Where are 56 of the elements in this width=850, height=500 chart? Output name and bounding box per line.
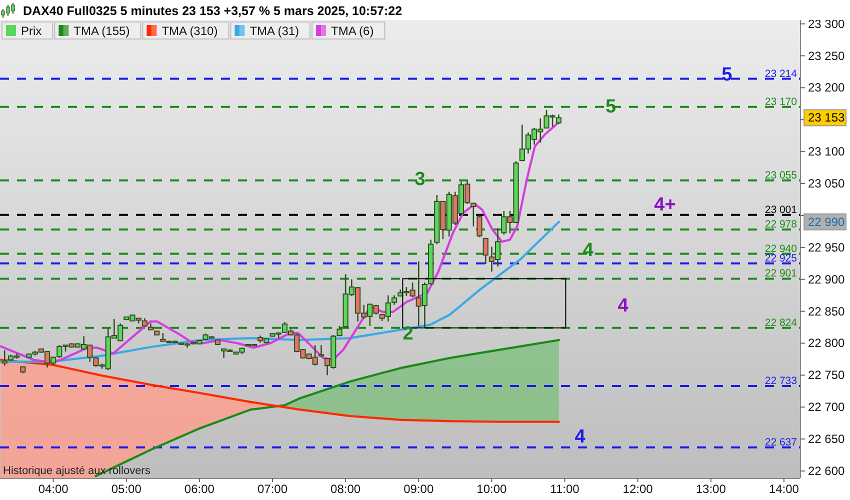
legend-label: TMA (6): [331, 24, 374, 38]
ref-line-label: 22 978: [764, 218, 798, 231]
x-tick-label: 14:00: [768, 482, 800, 496]
line-series: [0, 358, 560, 423]
x-tick-label: 04:00: [38, 482, 69, 496]
annotation: 4: [618, 296, 629, 316]
y-tick-label: 23 100: [808, 144, 846, 159]
x-tick-label: 10:00: [476, 482, 508, 496]
annotation: 4: [574, 426, 586, 448]
ref-line-label: 22 901: [764, 268, 798, 280]
x-tick-label: 08:00: [330, 482, 361, 496]
y-tick-label: 23 250: [808, 48, 846, 63]
legend-label: TMA (155): [74, 24, 130, 38]
annotation: Historique ajusté aux rollovers: [3, 465, 151, 477]
candlestick: [470, 202, 476, 227]
y-tick-label: 22 700: [808, 400, 846, 414]
ref-line-label: 22 940: [764, 242, 798, 255]
candlestick: [2, 350, 8, 366]
y-tick-label: 23 200: [808, 80, 846, 95]
annotation: 3: [414, 169, 426, 190]
ref-line-label: 22 637: [764, 436, 798, 448]
legend-label: TMA (31): [250, 24, 300, 38]
y-tick-label: 22 950: [808, 240, 846, 254]
x-tick-label: 09:00: [404, 482, 434, 496]
candlestick: [482, 237, 488, 265]
y-tick-label: 22 750: [808, 368, 846, 382]
ref-line-label: 23 170: [764, 96, 798, 108]
legend-label: Prix: [21, 24, 42, 38]
ref-line-label: 22 824: [764, 316, 798, 329]
y-tick-label: 22 600: [808, 464, 846, 478]
x-tick-label: 13:00: [696, 482, 726, 496]
y-tick-label: 22 650: [808, 432, 846, 446]
candlestick: [476, 214, 482, 238]
y-tick-label: 23 050: [808, 176, 846, 191]
annotation: 4+: [654, 194, 676, 216]
annotation: 2: [402, 324, 414, 344]
legend-label: TMA (310): [162, 24, 218, 38]
ref-line-label: 23 055: [764, 169, 798, 182]
y-tick-label: 22 850: [808, 304, 846, 318]
ref-line-label: 22 733: [764, 375, 798, 388]
x-tick-label: 11:00: [550, 482, 580, 496]
text: 23 153: [808, 110, 846, 125]
ref-line-label: 23 001: [764, 204, 798, 216]
ref-line-label: 22 925: [764, 252, 798, 264]
x-tick-label: 12:00: [622, 482, 654, 496]
annotation: 5: [722, 64, 733, 86]
line-series: [0, 220, 560, 363]
y-tick-label: 22 900: [808, 272, 846, 286]
chart-title: DAX40 Full0325 5 minutes 23 153 +3,57 % 5 mars 2025, 10:57:22: [23, 4, 402, 18]
ref-line-label: 23 214: [764, 68, 798, 80]
x-tick-label: 07:00: [257, 482, 288, 496]
text: 22 990: [808, 214, 846, 229]
y-tick-label: 22 800: [808, 336, 846, 350]
annotation: 4: [582, 240, 594, 262]
x-tick-label: 05:00: [111, 482, 142, 496]
x-tick-label: 06:00: [184, 482, 215, 496]
